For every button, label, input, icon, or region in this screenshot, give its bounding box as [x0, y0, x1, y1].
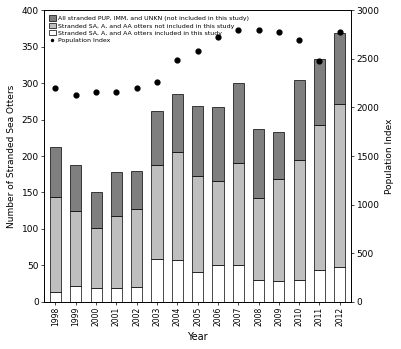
Bar: [70, 210, 81, 285]
Bar: [334, 33, 345, 104]
Bar: [253, 280, 264, 302]
Point: [194, 49, 201, 54]
Bar: [131, 171, 142, 209]
Point: [154, 80, 160, 85]
Bar: [314, 59, 325, 125]
Bar: [152, 259, 162, 302]
Bar: [50, 292, 61, 302]
Bar: [152, 111, 162, 165]
Bar: [213, 265, 223, 302]
Bar: [294, 80, 305, 159]
Bar: [111, 216, 122, 289]
Bar: [233, 265, 244, 302]
Point: [275, 29, 282, 35]
Bar: [172, 153, 183, 260]
Bar: [253, 198, 264, 280]
Y-axis label: Population Index: Population Index: [385, 118, 394, 194]
Point: [235, 27, 241, 33]
Bar: [91, 192, 102, 228]
X-axis label: Year: Year: [187, 332, 208, 342]
Bar: [111, 289, 122, 302]
Bar: [91, 289, 102, 302]
Bar: [233, 163, 244, 265]
Bar: [50, 147, 61, 198]
Bar: [213, 181, 223, 265]
Bar: [314, 270, 325, 302]
Bar: [294, 280, 305, 302]
Bar: [131, 209, 142, 287]
Bar: [334, 267, 345, 302]
Bar: [334, 104, 345, 267]
Bar: [172, 260, 183, 302]
Bar: [253, 129, 264, 198]
Point: [73, 92, 79, 98]
Point: [52, 85, 59, 91]
Point: [336, 29, 343, 35]
Point: [215, 34, 221, 39]
Bar: [70, 285, 81, 302]
Bar: [213, 106, 223, 181]
Bar: [192, 106, 203, 176]
Point: [93, 89, 99, 95]
Bar: [152, 165, 162, 259]
Y-axis label: Number of Stranded Sea Otters: Number of Stranded Sea Otters: [7, 84, 16, 228]
Point: [113, 89, 119, 95]
Bar: [233, 83, 244, 163]
Bar: [314, 125, 325, 270]
Bar: [131, 287, 142, 302]
Bar: [273, 281, 284, 302]
Point: [174, 57, 180, 63]
Bar: [273, 179, 284, 281]
Point: [296, 37, 302, 42]
Bar: [50, 198, 61, 292]
Bar: [91, 228, 102, 289]
Bar: [294, 159, 305, 280]
Point: [255, 27, 262, 33]
Point: [316, 58, 323, 64]
Bar: [111, 172, 122, 216]
Legend: All stranded PUP, IMM, and UNKN (not included in this study), Stranded SA, A, an: All stranded PUP, IMM, and UNKN (not inc…: [47, 14, 251, 45]
Bar: [192, 273, 203, 302]
Bar: [192, 176, 203, 273]
Bar: [70, 165, 81, 210]
Bar: [273, 132, 284, 179]
Point: [134, 85, 140, 91]
Bar: [172, 94, 183, 153]
